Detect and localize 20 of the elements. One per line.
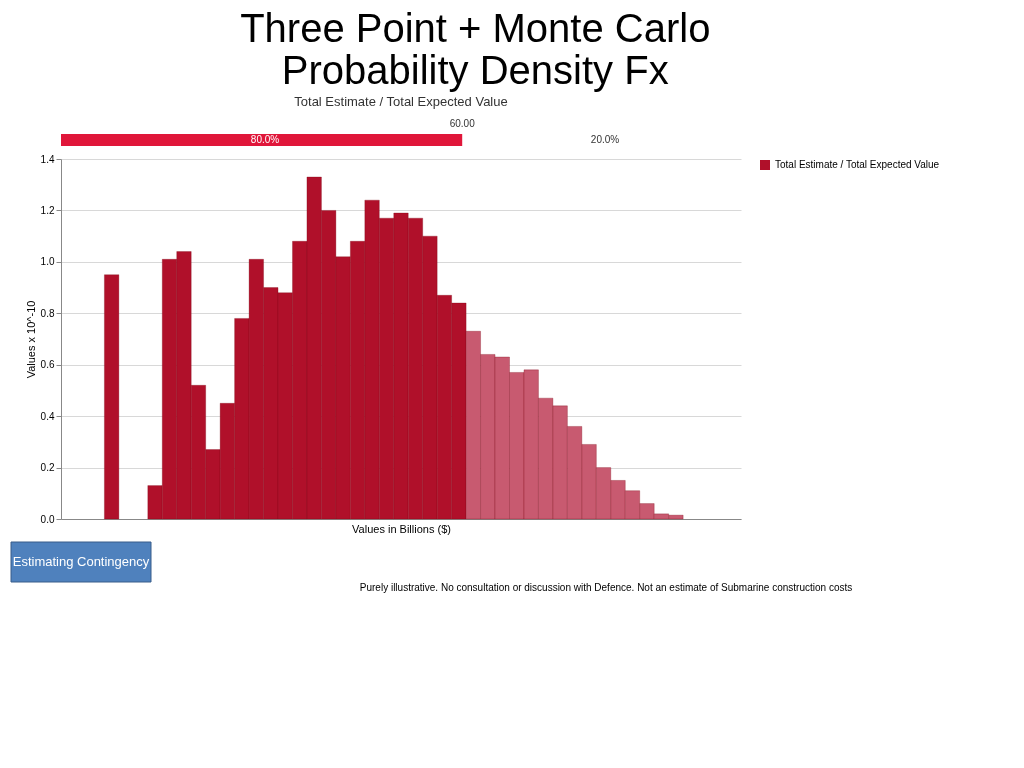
- text: Purely illustrative. No consultation or discussion with Defence. Not an estimate of Submarine construction costs: [359, 582, 853, 593]
- text: Three Point + Monte Carlo: [240, 6, 711, 50]
- y-tick-label: 0.4: [40, 410, 55, 422]
- text: Estimating Contingency: [12, 554, 150, 569]
- y-tick-label: 0.2: [40, 462, 55, 474]
- text: 20.0%: [590, 134, 620, 145]
- chart-subtitle: Total Estimate / Total Expected Value: [294, 94, 508, 109]
- text: 60.00: [449, 118, 476, 129]
- text: 80.0%: [250, 134, 280, 145]
- legend-label: Total Estimate / Total Expected Value: [775, 159, 940, 170]
- bar: [104, 274, 120, 520]
- text: Probability Density Fx: [281, 48, 669, 92]
- y-tick-label: 0.0: [40, 513, 55, 525]
- y-tick-label: 1.4: [40, 153, 55, 165]
- y-axis-title: Values x 10^-10: [24, 300, 37, 379]
- y-tick-label: 1.0: [40, 256, 55, 268]
- y-tick-label: 0.6: [40, 359, 55, 371]
- y-tick-label: 1.2: [40, 204, 55, 216]
- y-tick-label: 0.8: [40, 307, 55, 319]
- x-axis-title: Values in Billions ($): [352, 522, 451, 535]
